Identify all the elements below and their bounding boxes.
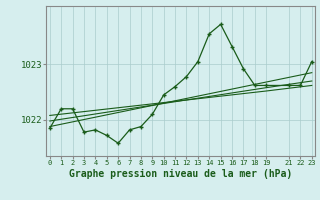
X-axis label: Graphe pression niveau de la mer (hPa): Graphe pression niveau de la mer (hPa) (69, 169, 292, 179)
